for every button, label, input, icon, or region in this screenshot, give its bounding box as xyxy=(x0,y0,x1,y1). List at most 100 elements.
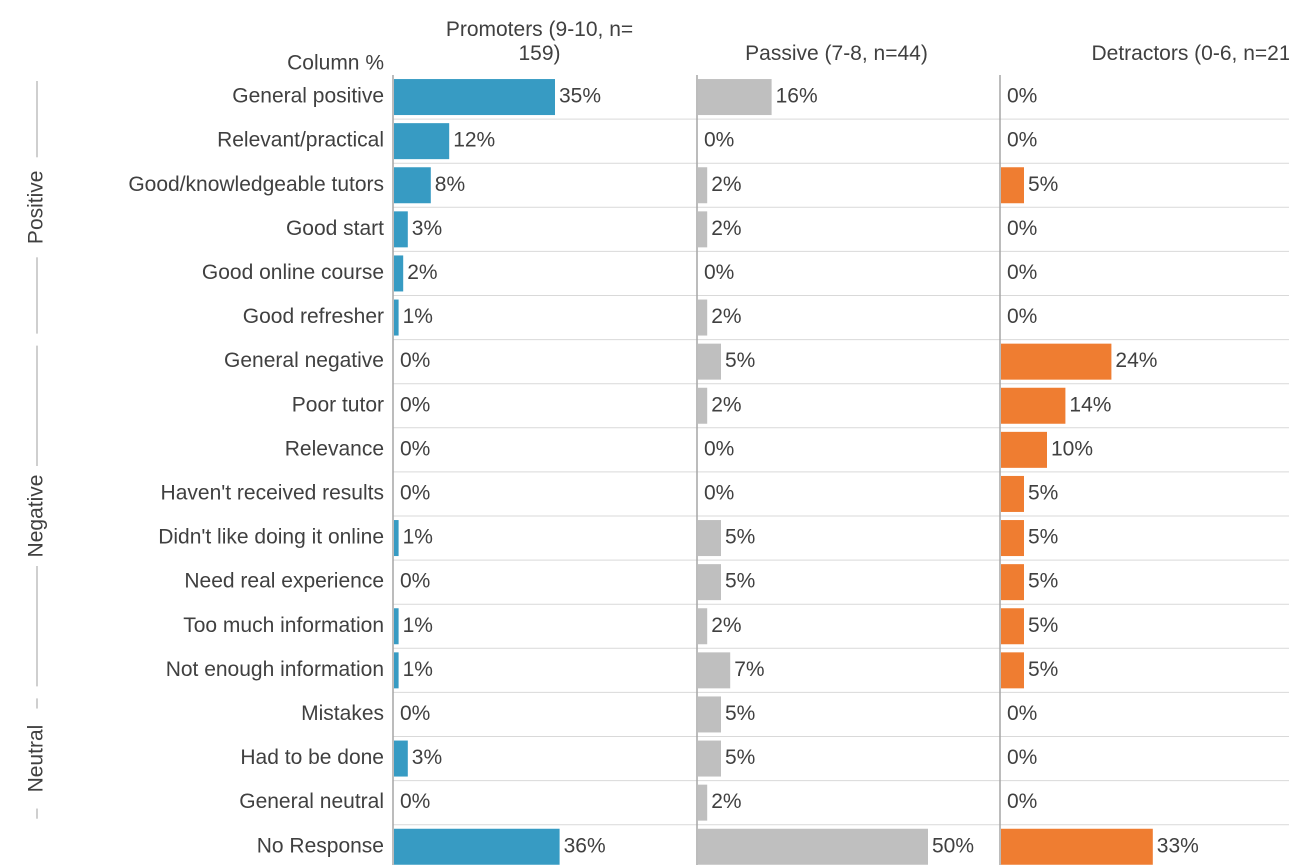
bar xyxy=(698,79,772,116)
column-header: Detractors (0-6, n=21) xyxy=(1091,42,1289,65)
bar xyxy=(394,652,399,689)
value-label: 0% xyxy=(704,437,734,460)
value-label: 0% xyxy=(400,790,430,813)
column-header: Passive (7-8, n=44) xyxy=(745,42,928,65)
value-label: 1% xyxy=(403,526,433,549)
corner-label: Column % xyxy=(287,52,384,75)
bar xyxy=(1001,608,1024,645)
category-label: No Response xyxy=(257,834,384,857)
value-label: 7% xyxy=(734,658,764,681)
bar xyxy=(1001,652,1024,689)
column-header: Promoters (9-10, n= 159) xyxy=(445,18,634,65)
bar xyxy=(698,784,708,821)
category-label: Good/knowledgeable tutors xyxy=(128,173,384,196)
category-label: General neutral xyxy=(239,790,384,813)
value-label: 16% xyxy=(776,85,818,108)
bar xyxy=(394,167,431,204)
value-label: 3% xyxy=(412,746,442,769)
value-label: 1% xyxy=(403,658,433,681)
value-label: 0% xyxy=(400,349,430,372)
bar xyxy=(698,740,721,777)
bar xyxy=(394,740,408,777)
value-label: 50% xyxy=(932,834,974,857)
category-label: Haven't received results xyxy=(161,481,384,504)
bar xyxy=(698,211,708,248)
bar xyxy=(698,343,721,380)
category-label: General negative xyxy=(224,349,384,372)
bar xyxy=(698,299,708,336)
value-label: 5% xyxy=(1028,481,1058,504)
value-label: 3% xyxy=(412,217,442,240)
bar xyxy=(698,608,708,645)
value-label: 2% xyxy=(711,305,741,328)
value-label: 2% xyxy=(711,614,741,637)
group-label: Positive xyxy=(25,171,48,245)
value-label: 0% xyxy=(400,393,430,416)
value-label: 0% xyxy=(1007,305,1037,328)
value-label: 2% xyxy=(711,217,741,240)
category-label: Relevant/practical xyxy=(217,129,384,152)
value-label: 0% xyxy=(400,570,430,593)
group-label-bg xyxy=(26,157,48,258)
value-label: 5% xyxy=(725,570,755,593)
value-label: 0% xyxy=(1007,217,1037,240)
category-label: Good start xyxy=(286,217,384,240)
group-label: Negative xyxy=(25,475,48,558)
value-label: 2% xyxy=(711,790,741,813)
category-label: Good refresher xyxy=(243,305,384,328)
value-label: 0% xyxy=(1007,702,1037,725)
bar xyxy=(394,608,399,645)
value-label: 5% xyxy=(1028,570,1058,593)
group-label-bg xyxy=(26,466,48,566)
bar xyxy=(1001,564,1024,601)
value-label: 12% xyxy=(453,129,495,152)
value-label: 5% xyxy=(1028,526,1058,549)
value-label: 0% xyxy=(1007,790,1037,813)
bar xyxy=(394,299,399,336)
category-label: Need real experience xyxy=(184,570,384,593)
value-label: 0% xyxy=(1007,261,1037,284)
value-label: 1% xyxy=(403,305,433,328)
group-label-bg xyxy=(26,708,48,809)
value-label: 8% xyxy=(435,173,465,196)
bar xyxy=(698,520,721,557)
category-label: General positive xyxy=(232,85,384,108)
value-label: 0% xyxy=(400,481,430,504)
bar xyxy=(698,564,721,601)
value-label: 24% xyxy=(1115,349,1157,372)
value-label: 0% xyxy=(704,129,734,152)
bar xyxy=(698,167,708,204)
category-label: Relevance xyxy=(285,437,384,460)
bar xyxy=(1001,343,1112,380)
bar xyxy=(394,123,450,160)
bar xyxy=(394,828,560,865)
value-label: 33% xyxy=(1157,834,1199,857)
bar xyxy=(698,387,708,424)
category-label: Poor tutor xyxy=(292,393,384,416)
bar xyxy=(1001,828,1153,865)
bar xyxy=(1001,520,1024,557)
group-label: Neutral xyxy=(25,725,48,793)
category-label: Not enough information xyxy=(166,658,384,681)
value-label: 5% xyxy=(725,702,755,725)
value-label: 5% xyxy=(1028,173,1058,196)
bar xyxy=(1001,475,1024,512)
value-label: 5% xyxy=(725,349,755,372)
bar xyxy=(1001,387,1066,424)
value-label: 5% xyxy=(1028,614,1058,637)
bar xyxy=(698,652,731,689)
value-label: 1% xyxy=(403,614,433,637)
value-label: 0% xyxy=(1007,85,1037,108)
bar xyxy=(698,828,928,865)
value-label: 5% xyxy=(725,526,755,549)
value-label: 0% xyxy=(704,261,734,284)
bar xyxy=(394,79,555,116)
category-label: Good online course xyxy=(202,261,384,284)
bar xyxy=(698,696,721,733)
value-label: 0% xyxy=(400,437,430,460)
bar xyxy=(394,520,399,557)
bar xyxy=(394,211,408,248)
value-label: 5% xyxy=(725,746,755,769)
